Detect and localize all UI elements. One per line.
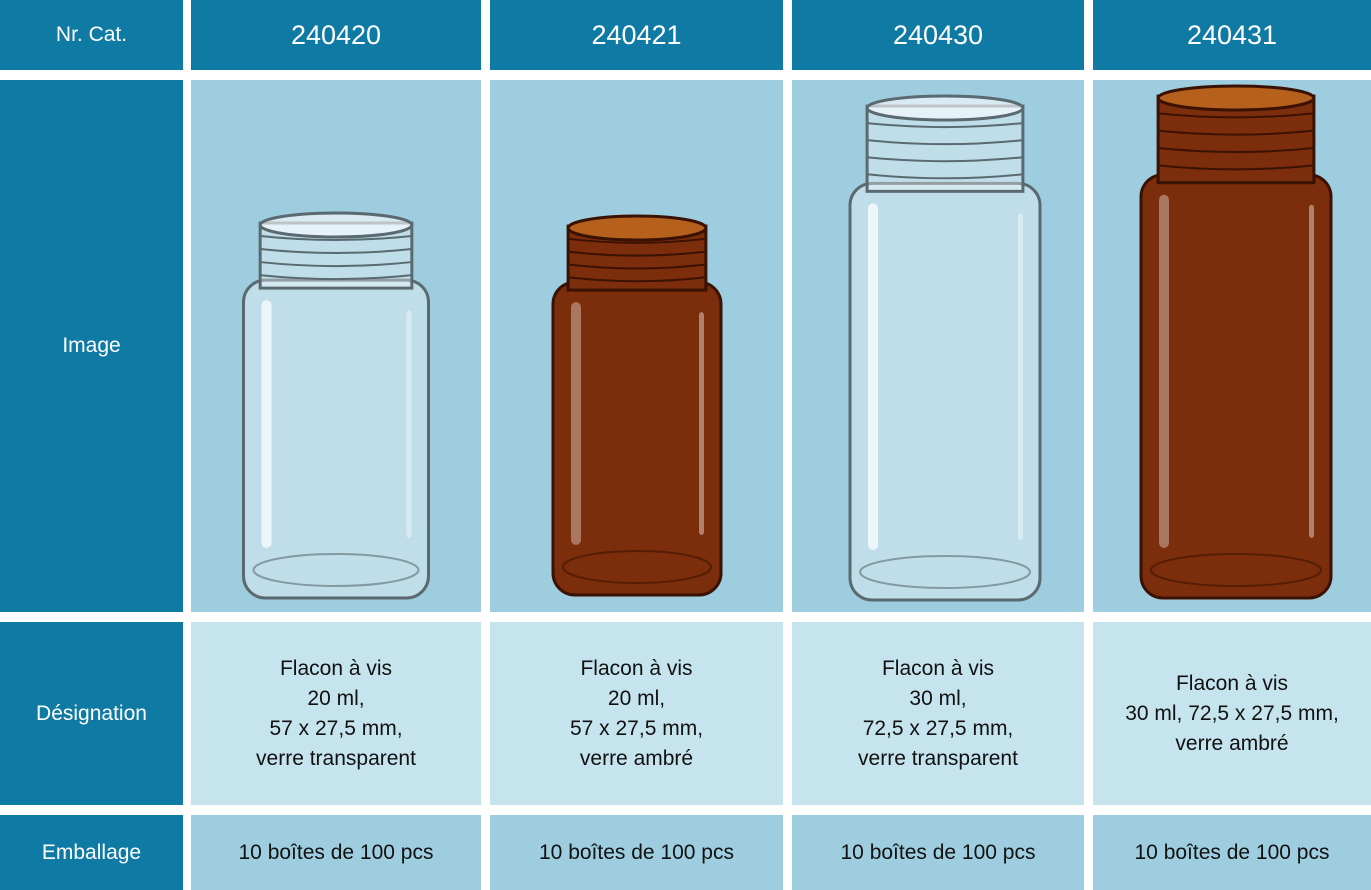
catalog-number-text: 240430 [892,19,984,50]
row-label: Désignation [0,622,183,805]
designation-line: verre transparent [256,746,416,770]
row-label-text: Désignation [36,701,147,725]
image-cell [191,80,481,612]
designation-cell: Flacon à vis 30 ml, 72,5 x 27,5 mm, verre … [1093,622,1371,805]
catalog-number-text: 240431 [1186,19,1278,50]
packaging-cell: 10 boîtes de 100 pcs [1093,815,1371,890]
designation-line: Flacon à vis [1175,671,1289,695]
designation-line: verre ambré [579,746,694,770]
row-label-text: Emballage [41,840,142,864]
designation-line: verre ambré [1175,731,1289,755]
catalog-number: 240431 [1093,0,1371,70]
designation-cell: Flacon à vis 20 ml, 57 x 27,5 mm, verre tra… [191,622,481,805]
header-label-text: Nr. Cat. [55,23,128,46]
packaging-text: 10 boîtes de 100 pcs [238,840,434,864]
designation-line: 57 x 27,5 mm, [269,716,403,740]
catalog-number: 240430 [792,0,1084,70]
image-cell [490,80,783,612]
designation-line: Flacon à vis [881,656,995,680]
packaging-cell: 10 boîtes de 100 pcs [191,815,481,890]
designation-line: 57 x 27,5 mm, [569,716,704,740]
image-cell [1093,80,1371,612]
designation-line: Flacon à vis [580,656,693,680]
designation-cell: Flacon à vis 30 ml, 72,5 x 27,5 mm, verre t… [792,622,1084,805]
packaging-text: 10 boîtes de 100 pcs [539,840,734,864]
image-cell [792,80,1084,612]
designation-line: Flacon à vis [279,656,393,680]
catalog-number-text: 240421 [591,19,682,50]
catalog-number: 240420 [191,0,481,70]
designation-line: verre transparent [858,746,1018,770]
designation-line: 20 ml, [607,686,666,710]
designation-line: 20 ml, [307,686,365,710]
packaging-cell: 10 boîtes de 100 pcs [792,815,1084,890]
row-label: Image [0,80,183,612]
designation-line: 30 ml, 72,5 x 27,5 mm, [1125,701,1339,725]
row-label-text: Image [62,334,121,357]
catalog-number-text: 240420 [290,19,382,50]
designation-line: 72,5 x 27,5 mm, [862,716,1014,740]
packaging-text: 10 boîtes de 100 pcs [840,840,1036,864]
packaging-cell: 10 boîtes de 100 pcs [490,815,783,890]
designation-line: 30 ml, [909,686,967,710]
row-label: Emballage [0,815,183,890]
packaging-text: 10 boîtes de 100 pcs [1134,840,1330,864]
designation-cell: Flacon à vis 20 ml, 57 x 27,5 mm, verre amb… [490,622,783,805]
catalog-number: 240421 [490,0,783,70]
header-label: Nr. Cat. [0,0,183,70]
